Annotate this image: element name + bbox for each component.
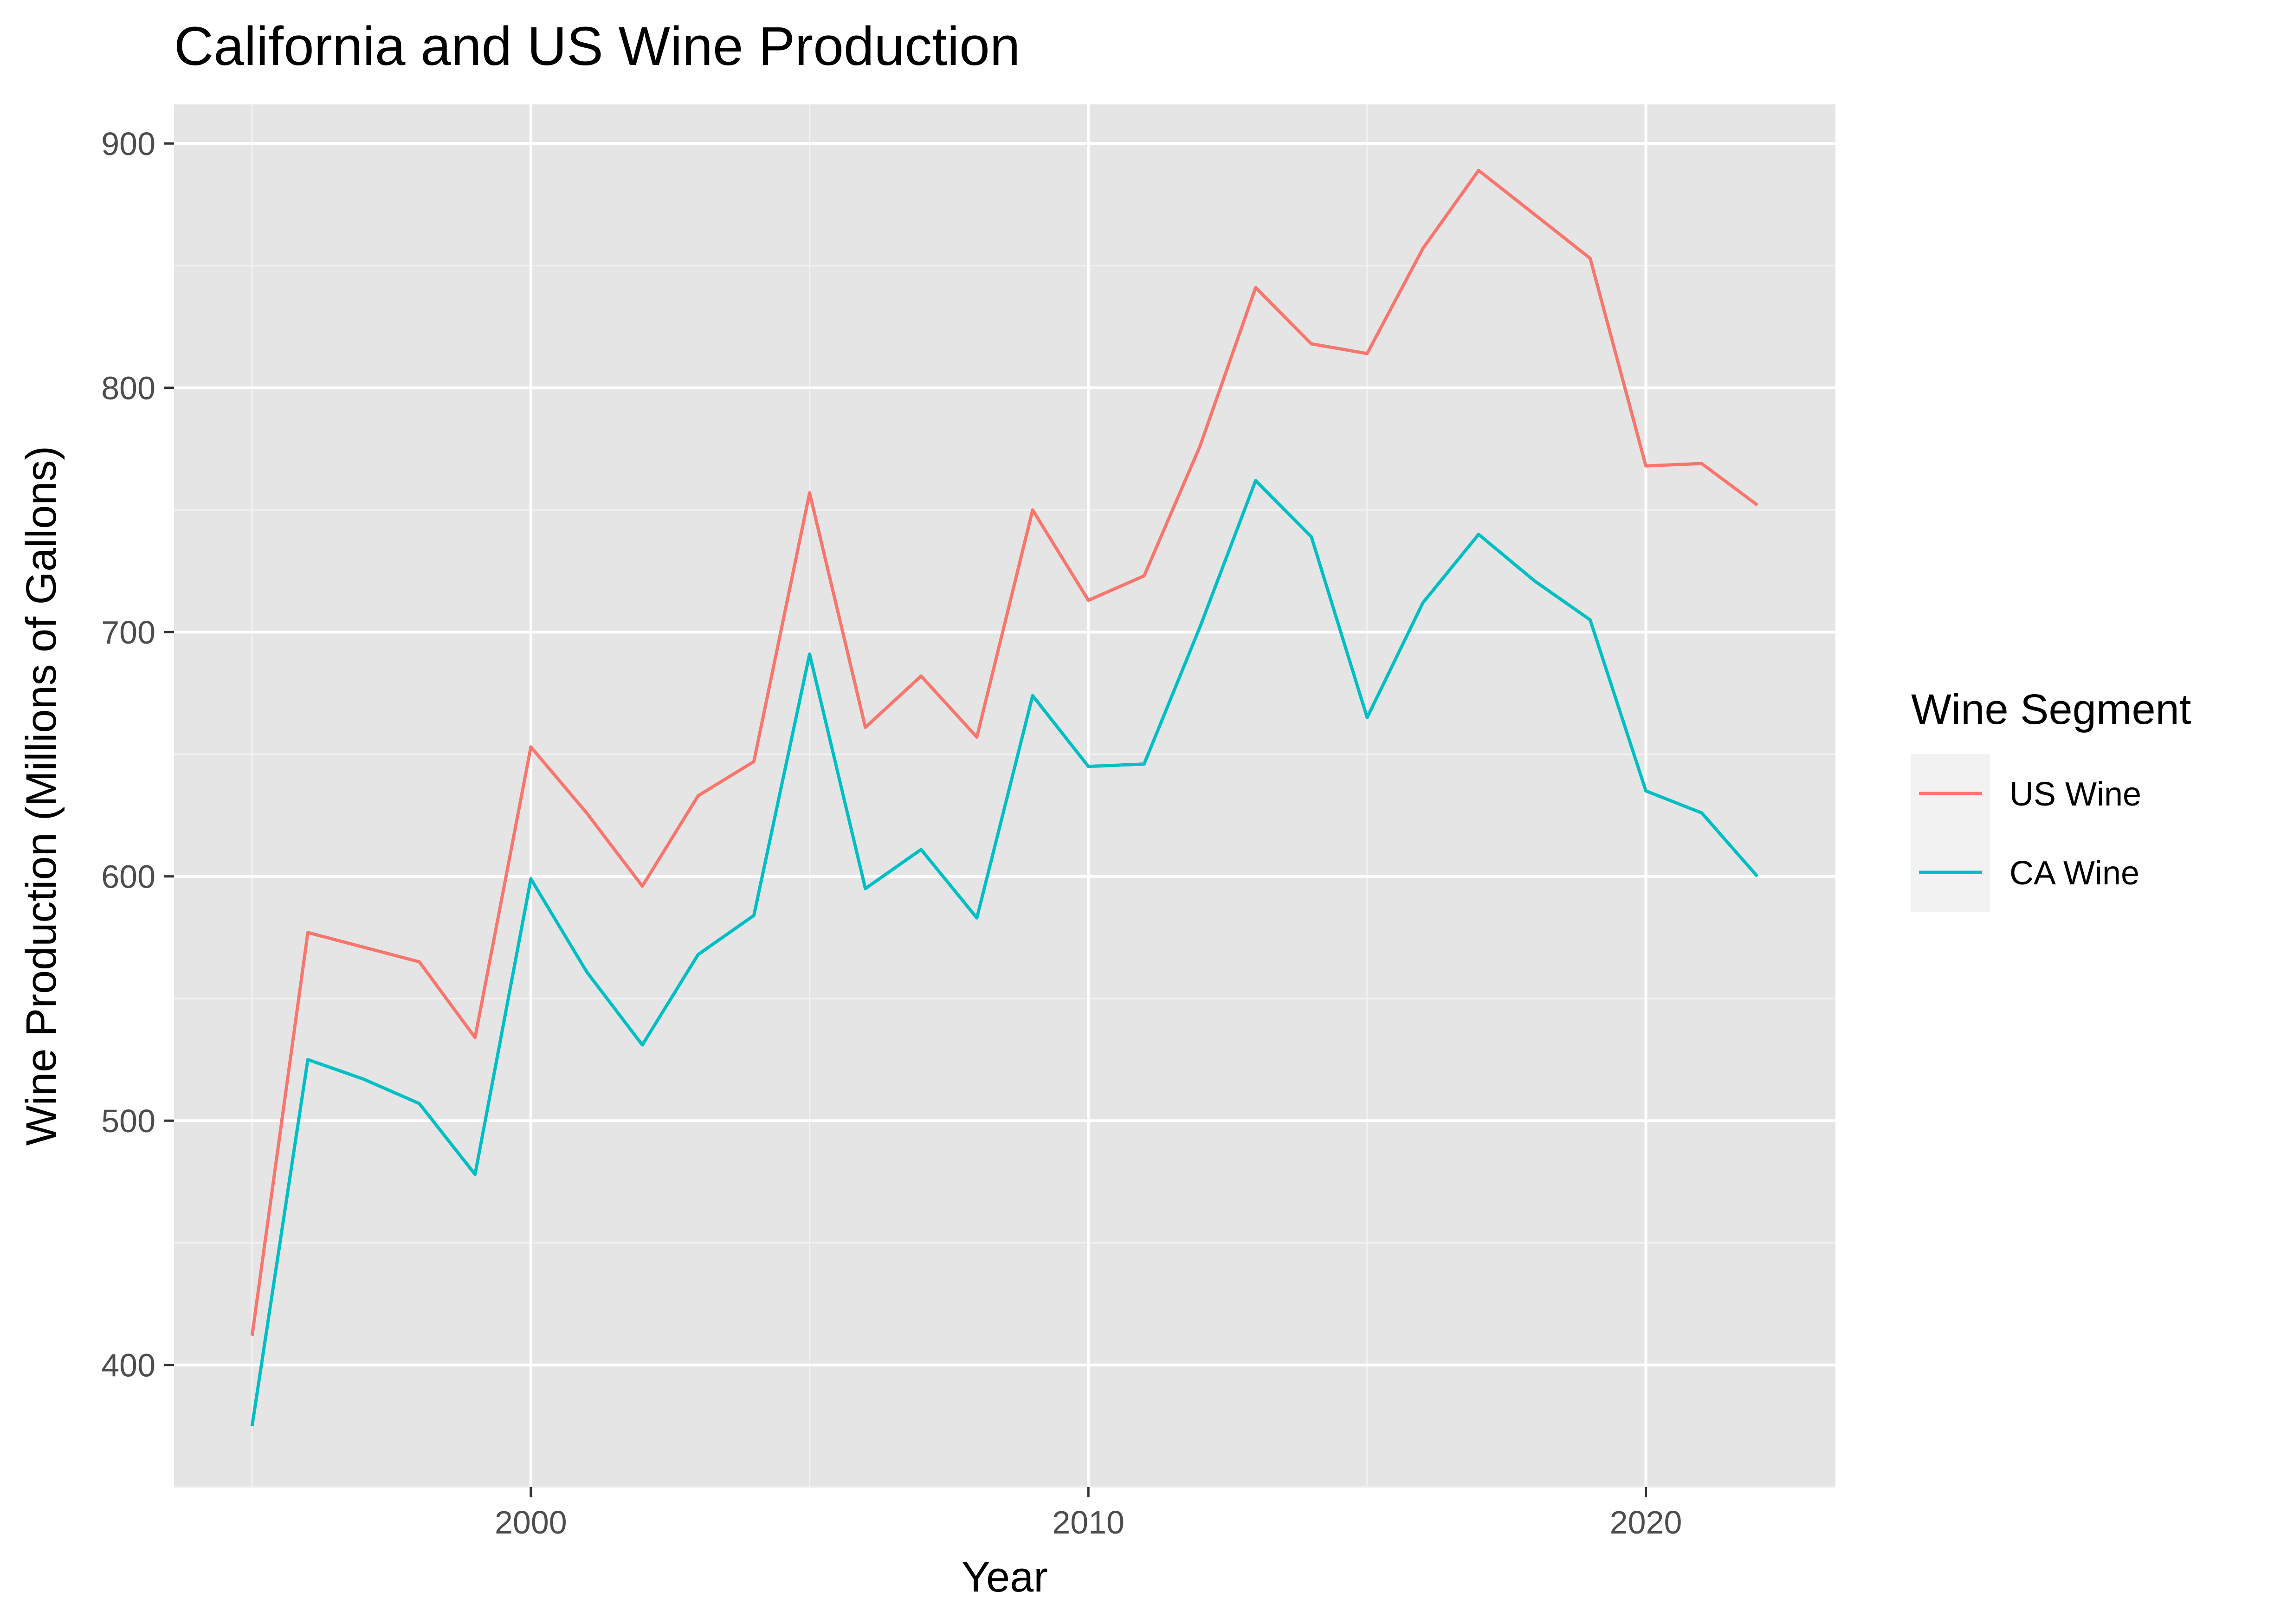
series-line-ca-wine: [250, 479, 1759, 1426]
y-tick-label: 400: [101, 1347, 155, 1384]
y-tick-label: 900: [101, 126, 155, 162]
x-tick-label: 2010: [1052, 1504, 1124, 1540]
plot-panel: [174, 104, 1835, 1487]
x-tick-label: 2000: [495, 1504, 567, 1540]
minor-gridlines: [174, 104, 1835, 1488]
legend-key-background: [1911, 754, 1990, 912]
y-tick-label: 600: [101, 859, 155, 895]
legend-items: US Wine CA Wine: [1919, 776, 2141, 892]
series-lines: [250, 168, 1759, 1426]
series-line-us-wine: [250, 168, 1758, 1336]
y-axis-title: Wine Production (Millions of Gallons): [18, 446, 65, 1146]
major-gridlines: [174, 104, 1835, 1487]
y-tick-label: 800: [101, 370, 155, 406]
y-tick-label: 500: [101, 1103, 155, 1139]
x-tick-label: 2020: [1610, 1504, 1682, 1540]
axis-ticks: [164, 142, 1647, 1497]
legend-title: Wine Segment: [1911, 686, 2191, 733]
y-axis-tick-labels: 400 500 600 700 800 900: [101, 126, 155, 1384]
legend: Wine Segment US Wine CA Wine: [1911, 686, 2191, 912]
legend-label: US Wine: [2009, 776, 2141, 813]
legend-label: CA Wine: [2009, 855, 2139, 892]
chart-title: California and US Wine Production: [174, 16, 1020, 77]
x-axis-title: Year: [962, 1553, 1048, 1601]
y-tick-label: 700: [101, 614, 155, 651]
x-axis-tick-labels: 2000 2010 2020: [495, 1504, 1682, 1540]
